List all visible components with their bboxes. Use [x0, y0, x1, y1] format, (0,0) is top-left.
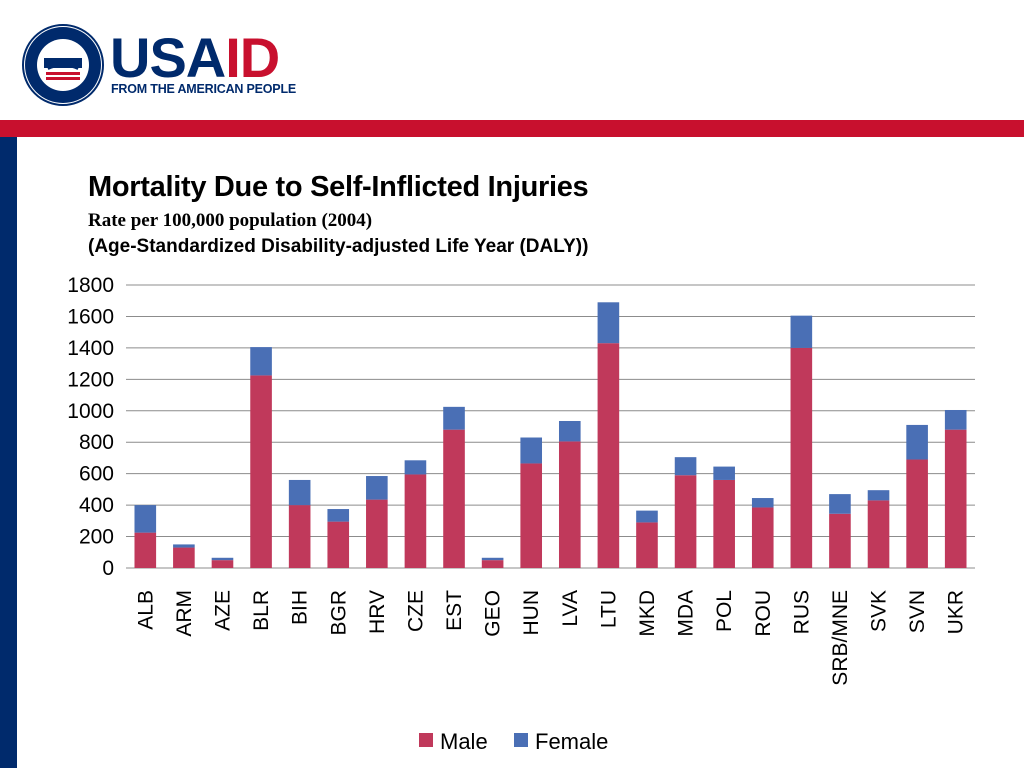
- bar-female-alb: [134, 505, 157, 533]
- bar-female-hrv: [366, 476, 388, 500]
- bar-male-ltu: [597, 343, 620, 568]
- usaid-seal-icon: [22, 24, 104, 106]
- legend-label-female: Female: [535, 729, 608, 754]
- bar-male-cze: [404, 474, 427, 568]
- bar-male-ukr: [944, 429, 967, 568]
- x-tick-label: GEO: [482, 590, 505, 637]
- x-tick-label: ROU: [752, 590, 775, 637]
- chart-subtitle-2: (Age-Standardized Disability-adjusted Li…: [88, 236, 589, 257]
- x-tick-label: ALB: [134, 590, 157, 630]
- bar-male-geo: [481, 560, 504, 568]
- bar-female-svk: [867, 490, 890, 501]
- bar-female-srb-mne: [829, 494, 851, 514]
- bar-male-lva: [558, 441, 581, 568]
- bar-female-rou: [751, 498, 774, 508]
- bar-male-arm: [173, 547, 195, 568]
- bar-male-svn: [906, 459, 928, 568]
- bar-female-blr: [250, 347, 272, 376]
- y-tick-label: 1600: [67, 305, 114, 328]
- chart-subtitle: Rate per 100,000 population (2004): [88, 210, 373, 231]
- bar-male-bih: [288, 505, 311, 568]
- brand-usa: USA: [110, 26, 226, 89]
- bar-female-bih: [288, 479, 311, 506]
- bar-female-ltu: [597, 302, 620, 344]
- x-tick-label: MDA: [675, 590, 698, 637]
- x-tick-label: BLR: [250, 590, 273, 631]
- bar-male-blr: [250, 375, 272, 568]
- bar-female-cze: [404, 460, 427, 475]
- x-tick-label: POL: [713, 590, 736, 632]
- x-tick-label: HRV: [366, 590, 389, 634]
- y-tick-label: 600: [79, 463, 114, 486]
- bar-female-aze: [211, 557, 234, 561]
- bar-female-lva: [558, 420, 581, 442]
- chart-title: Mortality Due to Self-Inflicted Injuries: [88, 171, 589, 203]
- y-tick-label: 1800: [67, 274, 114, 297]
- x-tick-label: AZE: [211, 590, 234, 631]
- y-tick-label: 1200: [67, 368, 114, 391]
- bar-male-pol: [713, 479, 735, 568]
- x-tick-label: ARM: [173, 590, 196, 637]
- x-tick-label: BIH: [289, 590, 312, 625]
- bar-male-bgr: [327, 521, 350, 568]
- bar-male-alb: [134, 532, 157, 568]
- bar-male-est: [443, 429, 465, 568]
- bar-male-svk: [867, 500, 890, 568]
- bar-male-hrv: [366, 499, 388, 568]
- bar-female-est: [443, 406, 465, 430]
- bar-male-mda: [674, 475, 697, 568]
- bar-female-bgr: [327, 509, 350, 522]
- x-tick-label: UKR: [945, 590, 968, 634]
- legend-swatch-female: [514, 733, 528, 747]
- bar-female-mda: [674, 457, 697, 476]
- x-tick-label: LTU: [597, 590, 620, 628]
- brand-tagline: FROM THE AMERICAN PEOPLE: [111, 82, 297, 96]
- legend-swatch-male: [419, 733, 433, 747]
- bar-female-arm: [173, 544, 195, 548]
- red-header-band: [0, 120, 1024, 137]
- x-tick-label: EST: [443, 590, 466, 631]
- x-tick-label: BGR: [327, 590, 350, 636]
- y-tick-label: 0: [102, 557, 114, 580]
- bar-male-aze: [211, 560, 234, 568]
- brand-wordmark: USAID: [110, 30, 280, 86]
- bar-male-mkd: [636, 522, 658, 568]
- bar-female-rus: [790, 315, 813, 348]
- header: USAID FROM THE AMERICAN PEOPLE: [0, 0, 1024, 120]
- y-tick-label: 400: [79, 494, 114, 517]
- bar-female-hun: [520, 437, 543, 464]
- bar-female-geo: [481, 557, 504, 561]
- bar-female-svn: [906, 424, 928, 460]
- x-tick-label: SVN: [906, 590, 929, 633]
- x-tick-label: MKD: [636, 590, 659, 637]
- bar-male-srb-mne: [829, 513, 851, 568]
- bar-female-ukr: [944, 409, 967, 430]
- y-tick-label: 1400: [67, 337, 114, 360]
- legend-label-male: Male: [440, 729, 488, 754]
- x-tick-label: RUS: [790, 590, 813, 634]
- bar-male-hun: [520, 463, 543, 568]
- bar-male-rou: [751, 507, 774, 568]
- left-accent-bar: [0, 137, 17, 768]
- y-tick-label: 800: [79, 431, 114, 454]
- bar-female-pol: [713, 466, 735, 480]
- y-tick-label: 200: [79, 526, 114, 549]
- bar-male-rus: [790, 347, 813, 568]
- usaid-logo: USAID FROM THE AMERICAN PEOPLE: [110, 30, 410, 100]
- y-tick-label: 1000: [67, 400, 114, 423]
- x-tick-label: LVA: [559, 590, 582, 627]
- x-tick-label: CZE: [404, 590, 427, 632]
- x-tick-label: HUN: [520, 590, 543, 636]
- x-tick-label: SRB/MNE: [829, 590, 852, 686]
- brand-id: ID: [225, 26, 280, 89]
- x-tick-label: SVK: [868, 590, 891, 632]
- bar-female-mkd: [636, 510, 658, 523]
